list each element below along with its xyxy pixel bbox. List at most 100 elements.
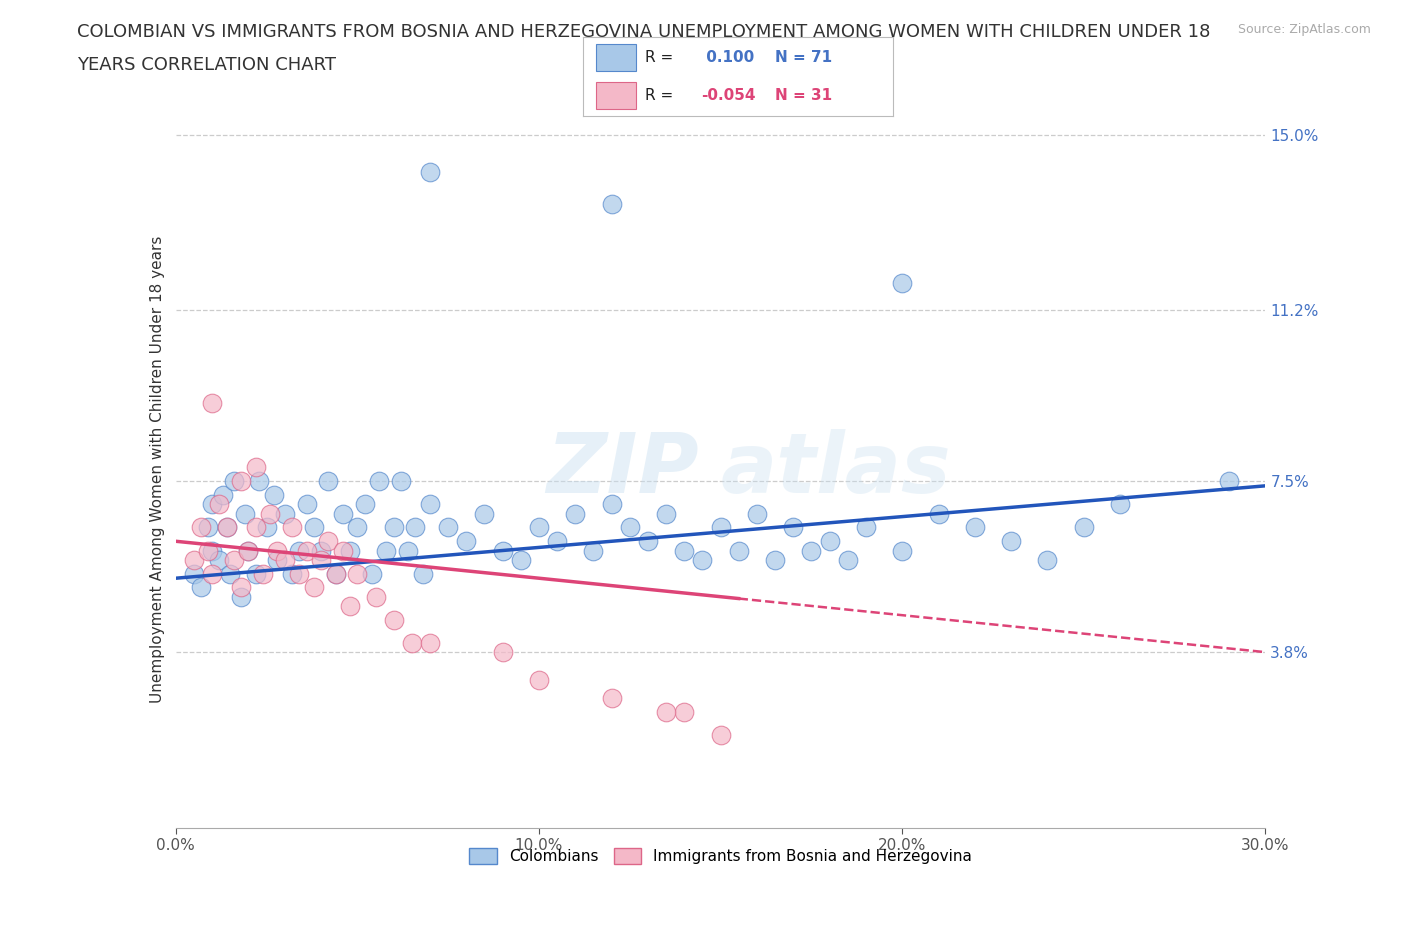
Point xyxy=(382,612,405,627)
Point xyxy=(215,520,238,535)
Point xyxy=(295,497,318,512)
Point xyxy=(309,543,332,558)
Point xyxy=(332,543,354,558)
Point xyxy=(212,487,235,502)
Point xyxy=(600,196,623,211)
Point xyxy=(274,506,297,521)
Point xyxy=(222,473,245,488)
Point xyxy=(183,552,205,567)
Point xyxy=(245,460,267,475)
Point xyxy=(288,566,311,581)
Point xyxy=(318,534,340,549)
Point xyxy=(382,520,405,535)
Point xyxy=(474,506,496,521)
Point xyxy=(360,566,382,581)
Point xyxy=(727,543,749,558)
Point xyxy=(208,497,231,512)
Point xyxy=(302,520,325,535)
Point xyxy=(190,580,212,595)
Point xyxy=(288,543,311,558)
Point xyxy=(600,497,623,512)
Point xyxy=(837,552,859,567)
Point xyxy=(222,552,245,567)
Point xyxy=(782,520,804,535)
Text: N = 71: N = 71 xyxy=(775,50,832,65)
Point xyxy=(266,543,288,558)
Point xyxy=(368,473,391,488)
Point xyxy=(419,635,441,650)
Point xyxy=(928,506,950,521)
Bar xyxy=(596,82,636,109)
Point xyxy=(233,506,256,521)
Point xyxy=(274,552,297,567)
Point xyxy=(419,165,441,179)
Point xyxy=(1036,552,1059,567)
Point xyxy=(891,543,914,558)
Point xyxy=(281,520,304,535)
Point xyxy=(1073,520,1095,535)
Point xyxy=(219,566,242,581)
Text: 0.100: 0.100 xyxy=(702,50,754,65)
Point xyxy=(346,566,368,581)
Point xyxy=(245,566,267,581)
Point xyxy=(401,635,423,650)
Point xyxy=(201,497,224,512)
Point xyxy=(492,543,515,558)
Point xyxy=(325,566,347,581)
Point xyxy=(197,543,219,558)
Point xyxy=(252,566,274,581)
Point xyxy=(655,705,678,720)
Text: YEARS CORRELATION CHART: YEARS CORRELATION CHART xyxy=(77,56,336,73)
Point xyxy=(405,520,427,535)
Point xyxy=(183,566,205,581)
Point xyxy=(364,590,387,604)
Text: Source: ZipAtlas.com: Source: ZipAtlas.com xyxy=(1237,23,1371,36)
Point xyxy=(619,520,641,535)
Point xyxy=(855,520,877,535)
Text: R =: R = xyxy=(645,88,673,103)
Point xyxy=(412,566,434,581)
Point xyxy=(800,543,823,558)
Text: ZIP: ZIP xyxy=(546,429,699,511)
Text: -0.054: -0.054 xyxy=(702,88,755,103)
Point xyxy=(582,543,605,558)
Point xyxy=(963,520,986,535)
Point xyxy=(1000,534,1022,549)
Point xyxy=(763,552,786,567)
Point xyxy=(245,520,267,535)
Point xyxy=(710,728,733,743)
Point xyxy=(456,534,478,549)
Point xyxy=(318,473,340,488)
Point xyxy=(710,520,733,535)
Point xyxy=(231,580,253,595)
Point xyxy=(1109,497,1132,512)
Point xyxy=(295,543,318,558)
Point xyxy=(527,520,550,535)
Point xyxy=(655,506,678,521)
Point xyxy=(673,705,696,720)
Point xyxy=(302,580,325,595)
Point xyxy=(818,534,841,549)
Point xyxy=(247,473,270,488)
Point xyxy=(637,534,659,549)
Point xyxy=(339,599,361,614)
Point xyxy=(396,543,419,558)
Point xyxy=(509,552,531,567)
Text: atlas: atlas xyxy=(721,429,952,511)
Point xyxy=(263,487,285,502)
Point xyxy=(389,473,412,488)
Point xyxy=(1218,473,1240,488)
Point xyxy=(215,520,238,535)
Point xyxy=(201,395,224,410)
Point xyxy=(201,543,224,558)
Point xyxy=(375,543,398,558)
Point xyxy=(492,644,515,659)
Y-axis label: Unemployment Among Women with Children Under 18 years: Unemployment Among Women with Children U… xyxy=(149,236,165,703)
Point xyxy=(419,497,441,512)
Point xyxy=(238,543,260,558)
Point xyxy=(353,497,375,512)
Point xyxy=(673,543,696,558)
Point xyxy=(309,552,332,567)
Point xyxy=(201,566,224,581)
Bar xyxy=(596,45,636,72)
